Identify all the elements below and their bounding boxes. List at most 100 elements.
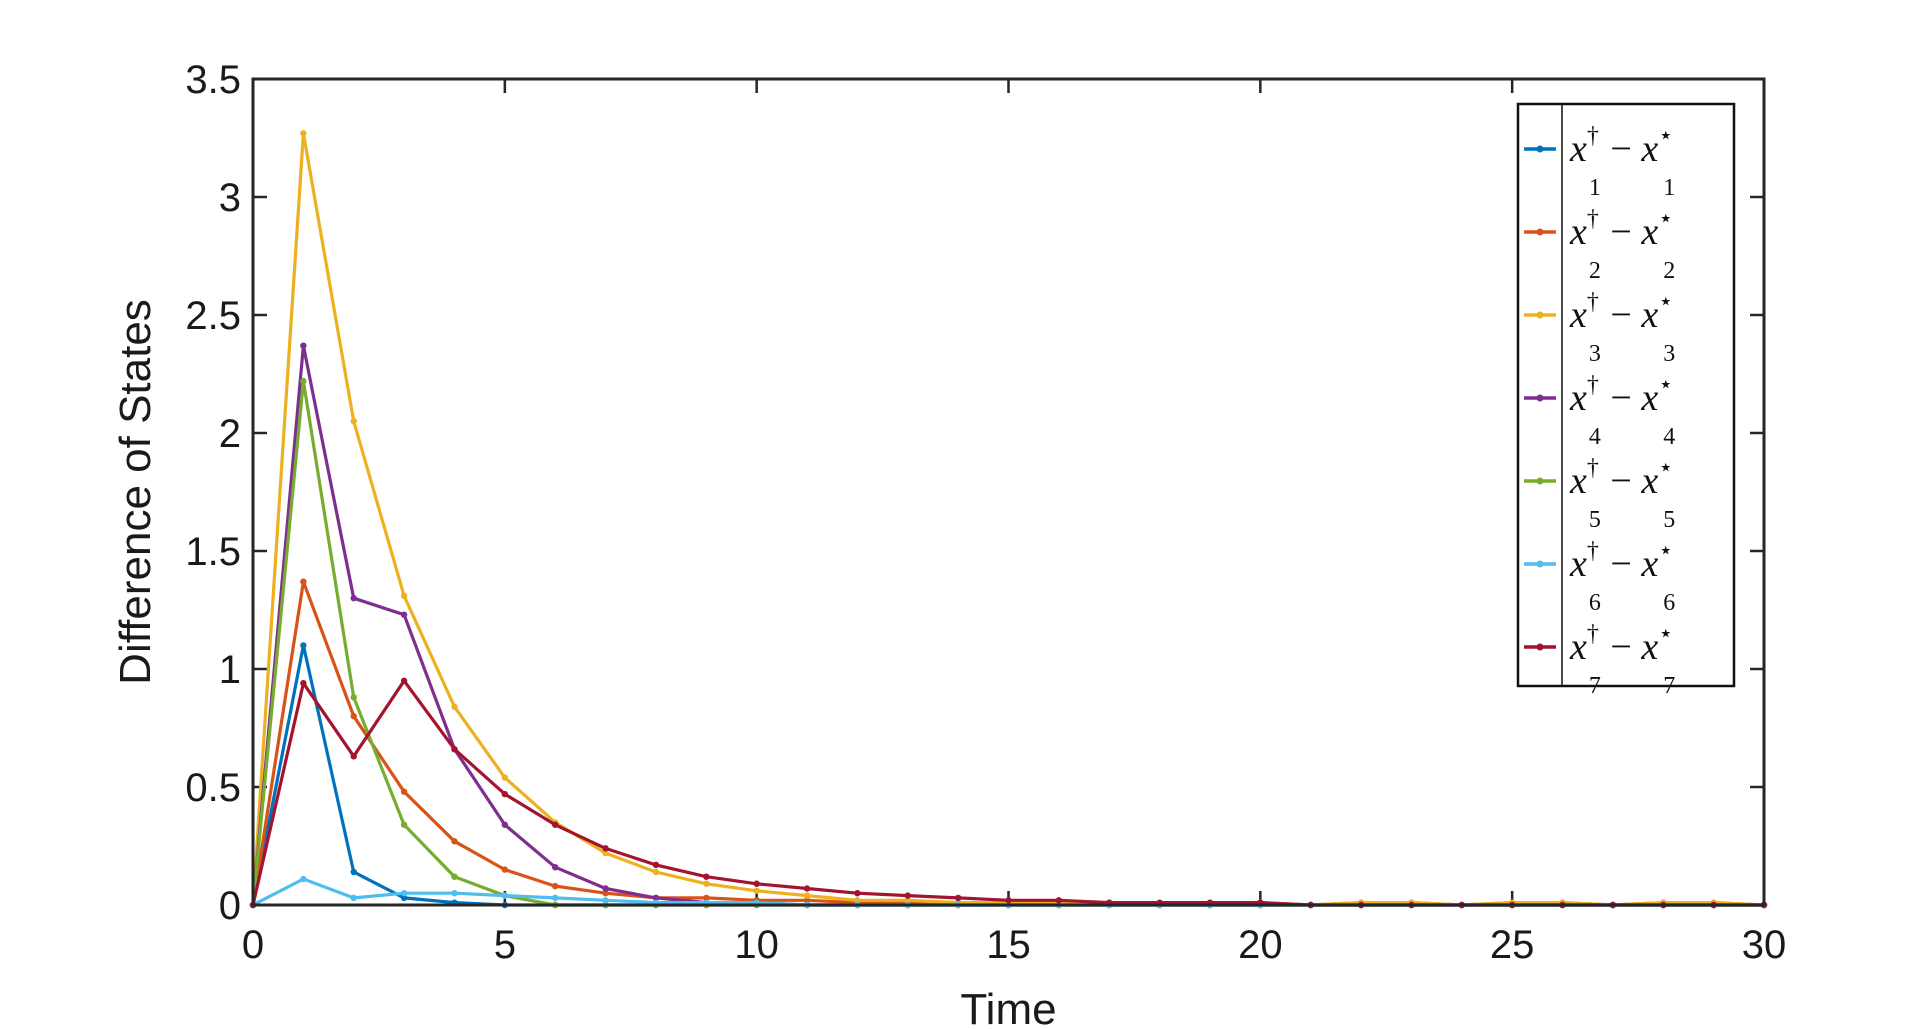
data-point xyxy=(451,746,458,753)
y-axis-label: Difference of States xyxy=(111,299,160,685)
data-point xyxy=(552,882,559,890)
data-point xyxy=(753,880,760,887)
data-point xyxy=(602,849,609,857)
y-tick-label: 0.5 xyxy=(185,766,241,810)
x-tick-label: 30 xyxy=(1742,923,1787,967)
data-point xyxy=(300,377,307,385)
legend-marker xyxy=(1536,311,1544,319)
x-tick-label: 0 xyxy=(242,923,264,967)
legend-item: x† 7 − x⋆ 7 xyxy=(1524,621,1675,699)
x-tick-label: 10 xyxy=(734,923,779,967)
legend-item: x† 3 − x⋆ 3 xyxy=(1524,289,1675,367)
legend-marker xyxy=(1536,145,1544,153)
data-point xyxy=(602,845,609,852)
data-point xyxy=(552,894,559,902)
data-point xyxy=(501,892,509,899)
legend-box xyxy=(1516,102,1736,688)
legend-item: x† 2 − x⋆ 2 xyxy=(1524,206,1675,284)
data-point xyxy=(954,894,962,902)
data-point xyxy=(350,894,357,902)
legend-label: x† 6 − x⋆ 6 xyxy=(1569,538,1675,616)
data-point xyxy=(400,788,408,795)
data-point xyxy=(602,897,609,904)
x-tick-label: 25 xyxy=(1490,923,1535,967)
y-tick-labels: 0 0.5 1 1.5 2 2.5 3 3.5 xyxy=(185,58,241,928)
data-point xyxy=(451,890,458,897)
data-point xyxy=(803,897,811,904)
y-tick-label: 1.5 xyxy=(185,530,241,574)
data-point xyxy=(400,821,408,828)
data-point xyxy=(400,890,408,897)
x-axis-label: Time xyxy=(960,985,1056,1029)
legend-marker xyxy=(1536,477,1544,485)
y-tick-label: 3 xyxy=(219,176,241,220)
x-tick-label: 5 xyxy=(494,923,516,967)
data-point xyxy=(350,753,357,760)
legend-label: x† 2 − x⋆ 2 xyxy=(1569,206,1675,284)
data-point xyxy=(652,861,660,869)
data-point xyxy=(451,838,458,845)
legend-marker xyxy=(1536,643,1544,651)
data-point xyxy=(300,130,307,137)
data-point xyxy=(350,418,357,425)
data-point xyxy=(350,868,357,876)
legend-label: x† 4 − x⋆ 4 xyxy=(1569,372,1675,450)
data-point xyxy=(854,890,861,897)
y-tick-label: 1 xyxy=(219,648,241,692)
legend-item: x† 6 − x⋆ 6 xyxy=(1524,538,1675,616)
data-point xyxy=(350,694,357,701)
data-point xyxy=(300,342,307,349)
y-tick-label: 2.5 xyxy=(185,294,241,338)
data-point xyxy=(350,595,357,602)
data-point xyxy=(501,774,509,781)
legend-label: x† 1 − x⋆ 1 xyxy=(1569,123,1675,201)
data-point xyxy=(400,894,408,902)
x-tick-labels: 0 5 10 15 20 25 30 xyxy=(242,923,1786,967)
data-point xyxy=(753,887,760,895)
data-point xyxy=(703,894,710,902)
legend-marker xyxy=(1536,560,1544,568)
data-point xyxy=(803,885,811,892)
series-7 xyxy=(249,677,1768,909)
series-line-7 xyxy=(251,679,1764,907)
data-point xyxy=(400,611,408,618)
data-point xyxy=(300,578,307,585)
legend-marker xyxy=(1536,228,1544,236)
data-point xyxy=(652,894,660,902)
y-tick-label: 2 xyxy=(219,412,241,456)
data-point xyxy=(703,880,710,887)
x-tick-label: 15 xyxy=(986,923,1031,967)
data-point xyxy=(552,821,559,828)
data-point xyxy=(1055,897,1063,904)
y-tick-label: 0 xyxy=(219,884,241,928)
legend-label: x† 7 − x⋆ 7 xyxy=(1569,621,1675,699)
data-point xyxy=(400,677,408,684)
data-point xyxy=(400,592,408,600)
data-point xyxy=(904,897,911,904)
data-point xyxy=(854,897,861,904)
data-point xyxy=(652,868,660,876)
data-point xyxy=(350,713,357,720)
data-point xyxy=(451,703,458,710)
data-point xyxy=(451,873,458,880)
legend-marker xyxy=(1536,394,1544,402)
data-point xyxy=(602,885,609,892)
legend-label: x† 3 − x⋆ 3 xyxy=(1569,289,1675,367)
plot-area-frame xyxy=(251,77,1766,907)
legend-item: x† 1 − x⋆ 1 xyxy=(1524,123,1675,201)
data-point xyxy=(602,890,609,897)
data-point xyxy=(552,864,559,871)
x-tick-label: 20 xyxy=(1238,923,1283,967)
data-point xyxy=(803,892,811,899)
y-tick-label: 3.5 xyxy=(185,58,241,102)
data-point xyxy=(300,679,307,687)
legend: x† 1 − x⋆ 1x† 2 − x⋆ 2x† 3 − x⋆ 3x† 4 − x⋆ 4x† 5 … xyxy=(1516,102,1736,699)
legend-item: x† 4 − x⋆ 4 xyxy=(1524,372,1675,450)
data-point xyxy=(501,866,509,873)
data-point xyxy=(501,790,509,798)
legend-item: x† 5 − x⋆ 5 xyxy=(1524,455,1675,533)
data-point xyxy=(501,821,509,828)
data-point xyxy=(904,892,911,899)
data-point xyxy=(703,873,710,880)
